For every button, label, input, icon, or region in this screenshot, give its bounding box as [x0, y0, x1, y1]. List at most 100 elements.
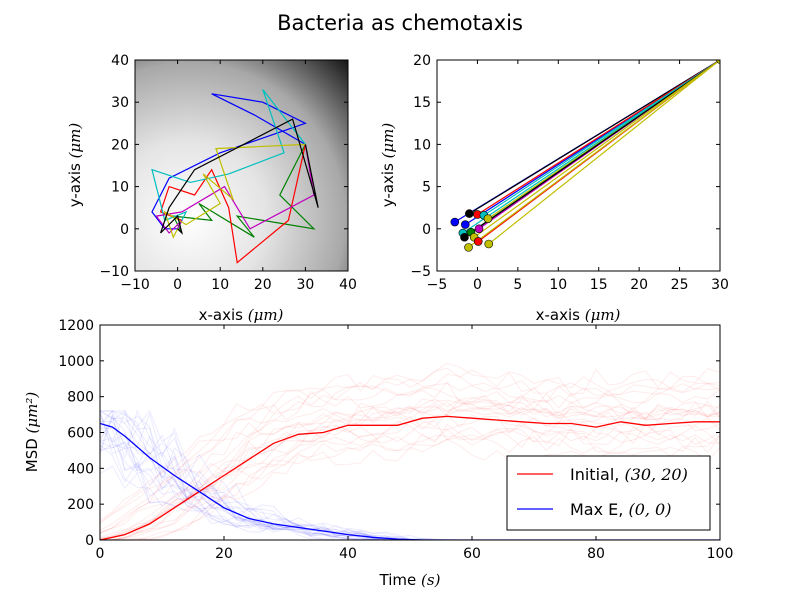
end-point-marker	[465, 209, 474, 218]
x-tick-label: 15	[590, 277, 608, 293]
trajectory-line	[155, 144, 315, 234]
displacement-panel: −5 0 5 10 15 20 25 30 −5 0 5 10 15 20 x-axis (μm) y-a…	[379, 53, 729, 324]
end-point-marker	[474, 224, 484, 234]
faint-trace	[100, 420, 720, 534]
y-tick-label: 10	[413, 137, 431, 153]
x-axis-label: Time (s)	[379, 571, 441, 589]
y-tick-label: 600	[67, 426, 94, 442]
x-tick-label: 5	[513, 277, 522, 293]
displacement-lines	[450, 60, 720, 252]
faint-trace	[100, 400, 720, 540]
y-tick-label: 1200	[58, 318, 94, 334]
tick-group: −5 0 5 10 15 20 25 30 −5 0 5 10 15 20	[410, 53, 729, 293]
x-tick-label: 40	[339, 546, 357, 562]
faint-trace	[100, 398, 720, 539]
y-tick-label: 5	[422, 180, 431, 196]
end-point-marker	[483, 214, 493, 223]
y-tick-label: 30	[111, 95, 129, 111]
trajectory-panel: −10 0 10 20 30 40 −10 0 10 20 30 40 x-axis (μm) y-a…	[66, 53, 357, 324]
tick-group: −10 0 10 20 30 40 −10 0 10 20 30 40	[99, 53, 356, 293]
x-tick-label: 20	[215, 546, 233, 562]
faint-trace	[100, 397, 720, 540]
faint-trace	[100, 367, 720, 540]
trajectory-line	[151, 93, 307, 230]
y-tick-label: 0	[120, 222, 129, 238]
x-tick-label: 10	[549, 277, 567, 293]
y-tick-label: 0	[422, 222, 431, 238]
legend-box	[506, 455, 711, 531]
y-tick-label: 400	[67, 461, 94, 477]
legend-entry-max-e: Max E, (0, 0)	[570, 500, 671, 519]
faint-trace	[100, 415, 720, 540]
x-tick-label: 0	[96, 546, 105, 562]
displacement-line	[488, 60, 720, 245]
faint-trace	[100, 386, 720, 523]
faint-trace	[100, 398, 720, 534]
faint-trace	[100, 401, 720, 540]
faint-traces	[100, 362, 720, 540]
faint-trace	[100, 465, 720, 540]
x-tick-label: 0	[173, 277, 182, 293]
y-tick-label: 20	[111, 137, 129, 153]
end-point-marker	[460, 220, 470, 229]
trajectory-line	[160, 118, 319, 235]
x-tick-label: 20	[254, 277, 272, 293]
plot-frame	[436, 59, 721, 272]
x-tick-label: −5	[427, 277, 448, 293]
faint-trace	[100, 434, 720, 540]
end-point-marker	[460, 232, 469, 242]
faint-trace	[100, 378, 720, 521]
y-axis-label: MSD (μm²)	[23, 392, 41, 473]
faint-trace	[100, 427, 720, 540]
faint-trace	[100, 444, 720, 540]
y-tick-label: 0	[85, 533, 94, 549]
figure-title: Bacteria as chemotaxis	[277, 11, 523, 35]
plot-frame	[134, 59, 349, 272]
x-tick-label: 80	[587, 546, 605, 562]
displacement-line	[473, 60, 720, 238]
y-tick-label: 20	[413, 53, 431, 69]
faint-trace	[100, 421, 720, 540]
msd-lines	[100, 415, 720, 540]
y-tick-label: 200	[67, 497, 94, 513]
y-tick-label: 800	[67, 390, 94, 406]
y-tick-label: −5	[410, 264, 431, 280]
x-axis-label: x-axis (μm)	[199, 306, 284, 324]
x-tick-label: 60	[463, 546, 481, 562]
trajectory-lines	[151, 89, 319, 264]
x-tick-label: 0	[473, 277, 482, 293]
faint-trace	[100, 409, 720, 540]
faint-trace	[100, 381, 720, 531]
msd-series-line	[100, 415, 720, 540]
x-tick-label: 30	[711, 277, 729, 293]
faint-trace	[100, 416, 720, 540]
start-point-marker	[716, 60, 720, 64]
faint-trace	[100, 442, 720, 540]
x-tick-label: 10	[211, 277, 229, 293]
displacement-line	[464, 60, 720, 238]
end-point-marker	[464, 243, 473, 252]
y-tick-label: −10	[99, 264, 129, 280]
faint-trace	[100, 410, 720, 540]
faint-trace	[100, 410, 720, 540]
x-tick-label: 100	[707, 546, 734, 562]
faint-trace	[100, 373, 720, 540]
displacement-line	[468, 60, 720, 215]
x-tick-label: −10	[120, 277, 150, 293]
displacement-line	[477, 60, 720, 216]
end-point-marker	[473, 237, 483, 246]
x-tick-label: 20	[630, 277, 648, 293]
y-tick-label: 10	[111, 180, 129, 196]
y-axis-label: y-axis (μm)	[66, 123, 84, 208]
legend: Initial, (30, 20) Max E, (0, 0)	[506, 455, 711, 531]
trajectory-line	[151, 89, 306, 230]
end-point-marker	[450, 217, 460, 227]
trajectory-line	[163, 143, 306, 239]
faint-trace	[100, 394, 720, 540]
faint-trace	[100, 362, 720, 534]
faint-trace	[100, 413, 720, 540]
y-tick-label: 1000	[58, 354, 94, 370]
